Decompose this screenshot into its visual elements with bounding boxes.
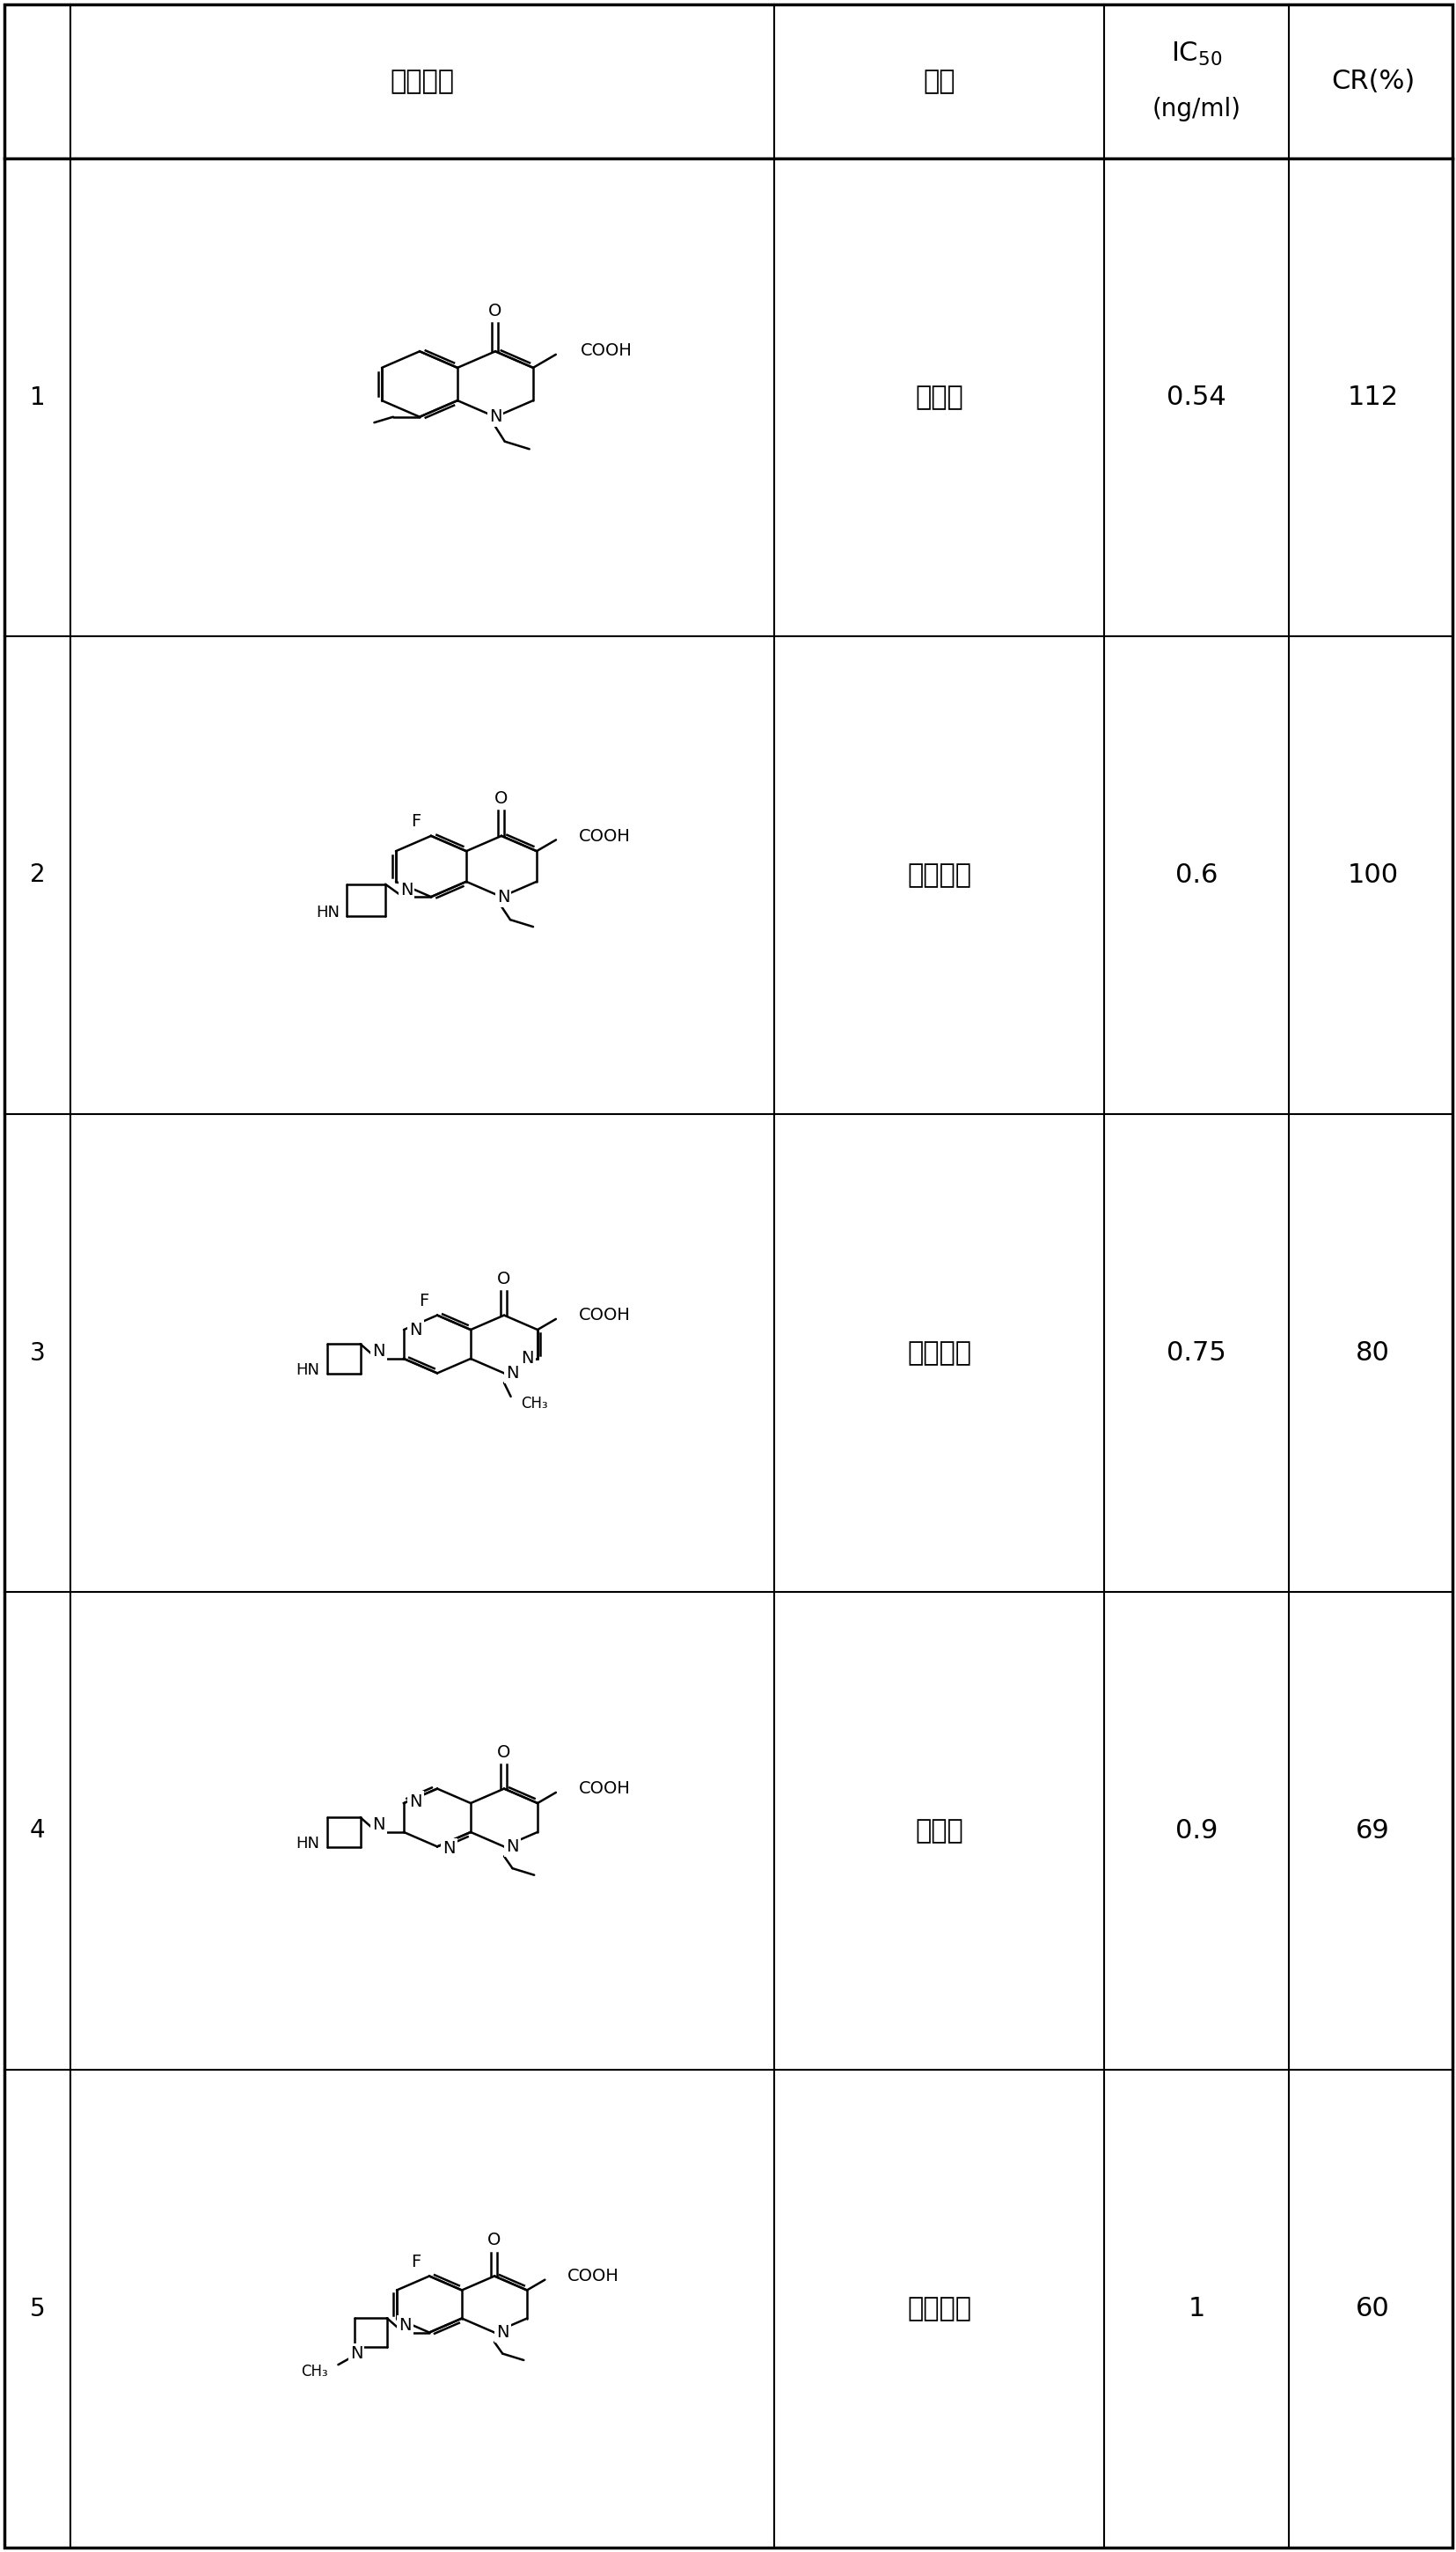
Text: 4: 4 [29,1820,45,1843]
Text: N: N [409,1794,422,1809]
Text: F: F [418,1294,428,1309]
Text: HN: HN [296,1835,320,1850]
Text: 112: 112 [1347,385,1398,411]
Text: 100: 100 [1347,863,1398,888]
Text: COOH: COOH [578,1307,630,1324]
Text: N: N [443,1840,454,1858]
Text: N: N [496,2325,508,2340]
Text: 0.6: 0.6 [1175,863,1217,888]
Text: 0.54: 0.54 [1166,385,1226,411]
Text: HN: HN [316,903,339,921]
Text: COOH: COOH [568,2269,619,2284]
Text: N: N [505,1365,518,1381]
Text: O: O [488,301,502,319]
Text: IC$_{50}$: IC$_{50}$ [1171,41,1222,66]
Text: N: N [496,888,510,906]
Text: N: N [349,2345,363,2363]
Text: CR(%): CR(%) [1331,69,1414,94]
Text: 吵哦酸: 吵哦酸 [914,1817,962,1843]
Text: (ng/ml): (ng/ml) [1152,97,1241,122]
Text: 3: 3 [29,1340,45,1365]
Text: N: N [505,1837,518,1855]
Text: 分子结构: 分子结构 [390,69,454,94]
Text: 萍啼酸: 萍啼酸 [914,385,962,411]
Text: N: N [521,1350,534,1368]
Text: 诺氟沙星: 诺氟沙星 [907,863,971,888]
Text: F: F [411,814,421,829]
Text: 伊诺沙星: 伊诺沙星 [907,1340,971,1365]
Text: N: N [373,1342,384,1360]
Text: 名称: 名称 [923,69,955,94]
Text: O: O [496,1271,511,1286]
Text: O: O [488,2233,501,2248]
Text: 80: 80 [1356,1340,1389,1365]
Text: 0.75: 0.75 [1166,1340,1226,1365]
Text: 2: 2 [29,863,45,888]
Text: HN: HN [296,1363,320,1378]
Text: F: F [411,2253,421,2271]
Text: N: N [399,2317,411,2333]
Text: O: O [496,1743,511,1761]
Text: COOH: COOH [579,342,632,360]
Text: 5: 5 [29,2297,45,2320]
Text: CH₃: CH₃ [300,2363,328,2378]
Text: 1: 1 [1187,2297,1204,2322]
Text: N: N [373,1817,384,1832]
Text: 0.9: 0.9 [1175,1817,1217,1843]
Text: 1: 1 [29,385,45,411]
Text: N: N [409,1322,422,1337]
Text: COOH: COOH [578,827,630,845]
Text: N: N [489,408,501,426]
Text: N: N [400,880,412,898]
Text: CH₃: CH₃ [521,1396,547,1411]
Text: 培氟沙星: 培氟沙星 [907,2297,971,2322]
Text: 60: 60 [1356,2297,1389,2322]
Text: 69: 69 [1356,1817,1389,1843]
Text: COOH: COOH [578,1781,630,1797]
Text: O: O [495,791,508,806]
